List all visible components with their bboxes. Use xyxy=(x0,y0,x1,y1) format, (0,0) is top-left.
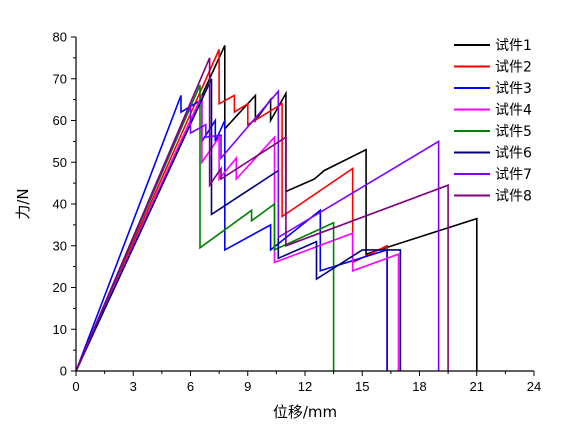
x-tick-label: 15 xyxy=(355,379,369,394)
x-tick-label: 0 xyxy=(72,379,79,394)
legend-label-3: 试件3 xyxy=(495,81,532,97)
legend-label-8: 试件8 xyxy=(495,189,532,205)
series-line-8 xyxy=(75,57,449,372)
legend-label-7: 试件7 xyxy=(495,167,532,183)
x-tick-label: 18 xyxy=(412,379,426,394)
y-tick-label: 60 xyxy=(53,113,67,128)
legend-label-1: 试件1 xyxy=(495,38,532,54)
series-line-1 xyxy=(75,45,478,372)
series-line-4 xyxy=(75,95,400,372)
x-tick-label: 21 xyxy=(470,379,484,394)
tick-layer: 0 3 6 9 12 15 18 21 24 0 10 20 30 40 50 60 70 80 xyxy=(53,30,542,395)
y-tick-label: 80 xyxy=(53,30,67,45)
series-line-3 xyxy=(75,95,388,372)
x-tick-label: 9 xyxy=(244,379,251,394)
series-line-2 xyxy=(75,49,388,372)
y-tick-label: 40 xyxy=(53,197,67,212)
y-axis-label: 力/N xyxy=(14,188,32,219)
y-tick-label: 50 xyxy=(53,155,67,170)
x-tick-label: 12 xyxy=(298,379,312,394)
series-layer xyxy=(75,45,478,372)
legend-label-4: 试件4 xyxy=(495,103,532,119)
y-tick-label: 0 xyxy=(60,364,67,379)
x-tick-label: 24 xyxy=(527,379,541,394)
x-tick-label: 3 xyxy=(130,379,137,394)
y-tick-label: 30 xyxy=(53,238,67,253)
legend-label-6: 试件6 xyxy=(495,146,532,162)
legend-label-5: 试件5 xyxy=(495,124,532,140)
legend-label-2: 试件2 xyxy=(495,60,532,76)
legend: 试件1 试件2 试件3 试件4 试件5 试件6 试件7 试件8 xyxy=(454,38,532,205)
y-tick-label: 70 xyxy=(53,71,67,86)
x-axis-label: 位移/mm xyxy=(273,403,337,421)
series-line-7 xyxy=(75,89,440,372)
series-line-6 xyxy=(75,78,402,372)
x-tick-label: 6 xyxy=(187,379,194,394)
y-tick-label: 10 xyxy=(53,322,67,337)
y-tick-label: 20 xyxy=(53,280,67,295)
series-line-5 xyxy=(75,84,335,372)
